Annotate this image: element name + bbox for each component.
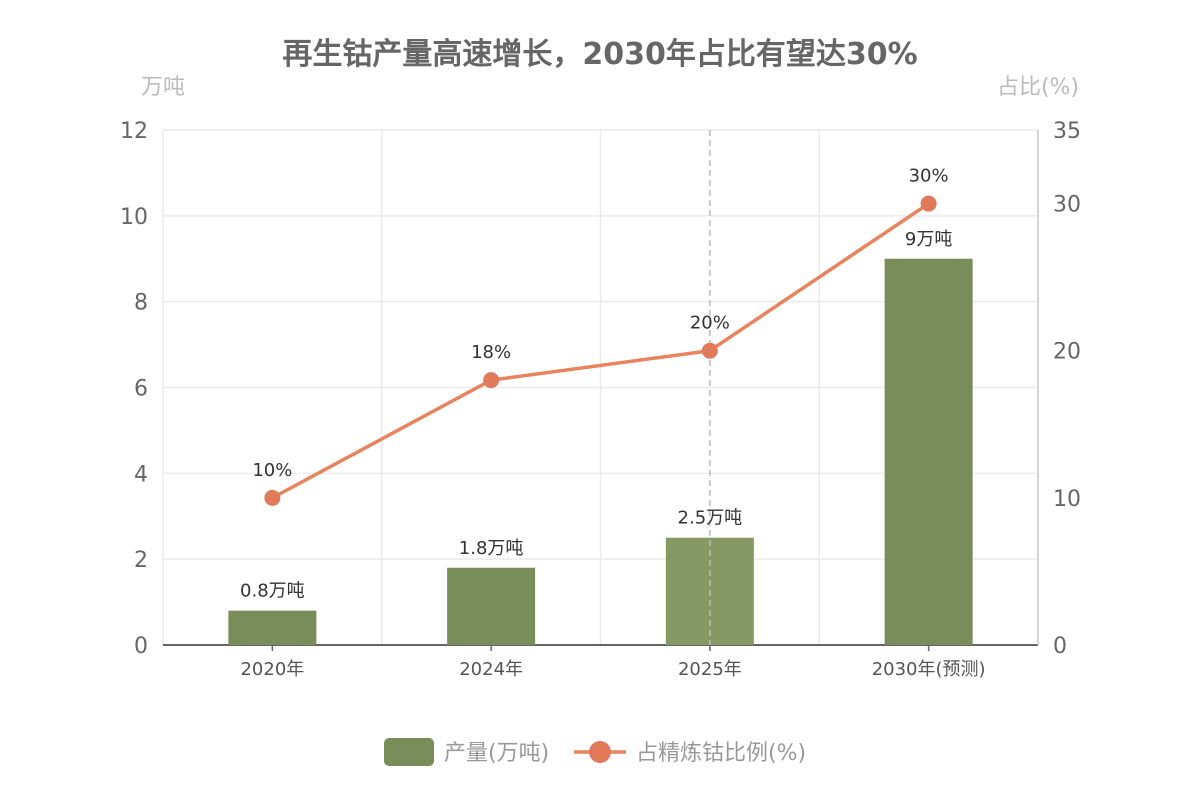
bar [884,258,973,645]
bar-value-label: 1.8万吨 [459,538,524,559]
line-value-label: 18% [471,342,511,363]
line-path [271,202,930,500]
left-tick-label: 12 [120,119,148,144]
left-tick-label: 8 [134,291,148,316]
legend-swatch-bar [384,738,434,766]
left-axis-unit: 万吨 [141,75,185,100]
x-tick-label: 2025年 [678,659,742,680]
bar [228,610,317,645]
chart-title: 再生钴产量高速增长，2030年占比有望达30% [282,37,917,72]
left-tick-label: 2 [134,548,148,573]
x-tick-label: 2024年 [459,659,523,680]
line-point [483,372,500,389]
left-tick-label: 4 [134,462,148,487]
line-value-label: 20% [690,313,730,334]
bar-value-label: 0.8万吨 [240,581,305,602]
bar-value-label: 9万吨 [905,229,952,250]
right-tick-label: 20 [1053,340,1081,365]
line-point [264,489,281,506]
legend[interactable]: 产量(万吨) 占精炼钴比例(%) [384,738,806,766]
right-tick-label: 30 [1053,193,1081,218]
legend-label-line: 占精炼钴比例(%) [636,741,806,766]
line-value-label: 30% [909,166,949,187]
line-series [264,195,937,506]
left-tick-label: 6 [134,377,148,402]
left-tick-label: 10 [120,205,148,230]
legend-item-bar[interactable]: 产量(万吨) [384,738,549,766]
bar [447,567,536,645]
right-tick-label: 0 [1053,634,1067,659]
right-tick-label: 10 [1053,487,1081,512]
left-tick-label: 0 [134,634,148,659]
right-axis-unit: 占比(%) [997,75,1079,100]
x-tick-label: 2020年 [240,659,304,680]
right-tick-label: 35 [1053,119,1081,144]
legend-label-bar: 产量(万吨) [444,741,549,766]
line-value-label: 10% [252,460,292,481]
line-point [920,195,937,212]
x-tick-label: 2030年(预测) [872,659,986,680]
bar-series [228,258,973,645]
legend-swatch-marker [589,741,611,763]
bar-value-label: 2.5万吨 [678,508,743,529]
line-point [701,342,718,359]
legend-item-line[interactable]: 占精炼钴比例(%) [574,741,806,766]
data-labels: 0.8万吨 1.8万吨 2.5万吨 9万吨 10% 18% 20% 30% [240,166,952,602]
